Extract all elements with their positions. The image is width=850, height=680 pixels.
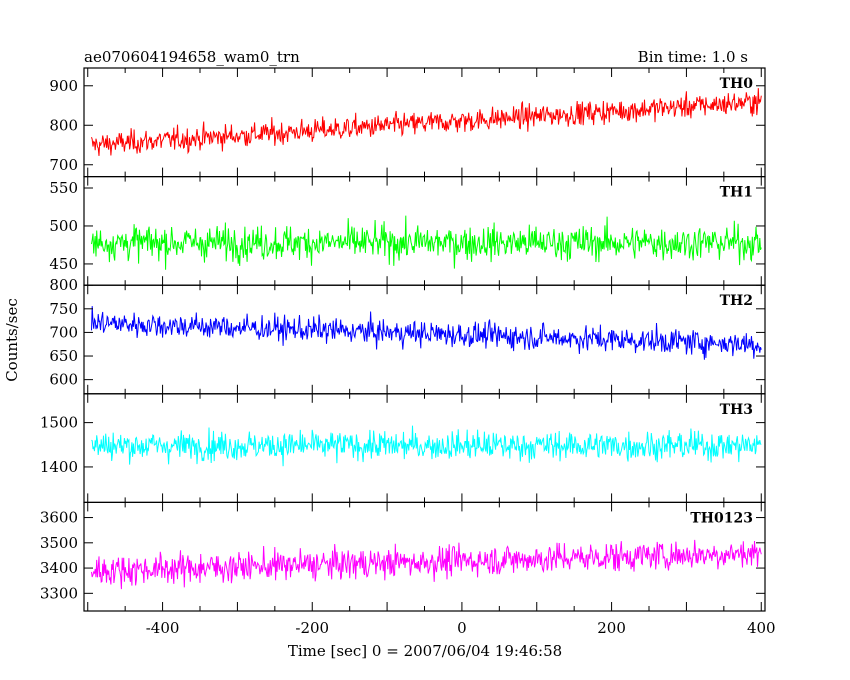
y-tick-label: 600 [49, 371, 78, 389]
y-tick-label: 750 [49, 300, 78, 318]
series-line-th3 [91, 425, 762, 467]
x-tick-labels: -400 -200 0 200 400 [146, 619, 776, 637]
y-tick-label: 3400 [40, 559, 78, 577]
panel-th3: 1400 1500 TH3 [40, 393, 766, 503]
y-tick-label: 3300 [40, 584, 78, 602]
x-tick-label: 0 [457, 619, 467, 637]
series-label-th2: TH2 [720, 293, 753, 309]
series-label-th0123: TH0123 [690, 510, 753, 526]
x-tick-label: -200 [295, 619, 329, 637]
y-tick-label: 900 [49, 77, 78, 95]
y-tick-label: 700 [49, 323, 78, 341]
panel-th2: 600 650 700 750 800 TH2 [49, 276, 766, 395]
series-label-th1: TH1 [720, 185, 753, 201]
y-tick-label: 650 [49, 347, 78, 365]
y-tick-label: 3500 [40, 534, 78, 552]
y-axis-label: Counts/sec [3, 298, 21, 382]
y-tick-label: 800 [49, 116, 78, 134]
series-line-th2 [91, 306, 762, 360]
panels-group: 700 800 900 TH0 450 500 550 TH1 600 650 700 750 800 T… [40, 67, 766, 612]
series-line-th0123 [91, 539, 762, 590]
y-tick-label: 800 [49, 276, 78, 294]
x-axis-label: Time [sec] 0 = 2007/06/04 19:46:58 [288, 642, 562, 660]
x-tick-label: 400 [747, 619, 776, 637]
y-tick-label: 500 [49, 217, 78, 235]
panel-th1: 450 500 550 TH1 [49, 176, 766, 286]
panel-th0: 700 800 900 TH0 [49, 67, 766, 178]
series-line-th0 [91, 88, 762, 156]
x-tick-label: 200 [597, 619, 626, 637]
series-label-th0: TH0 [720, 76, 754, 92]
series-label-th3: TH3 [720, 402, 753, 418]
y-tick-label: 700 [49, 156, 78, 174]
panel-frame [83, 67, 766, 178]
y-tick-label: 1400 [40, 458, 78, 476]
panel-th0123: 3300 3400 3500 3600 TH0123 [40, 501, 766, 612]
bin-time-label: Bin time: 1.0 s [638, 48, 748, 66]
x-tick-label: -400 [146, 619, 180, 637]
y-tick-label: 1500 [40, 414, 78, 432]
y-tick-label: 450 [49, 255, 78, 273]
y-tick-label: 550 [49, 179, 78, 197]
plot-title: ae070604194658_wam0_trn [84, 48, 300, 66]
series-line-th1 [91, 215, 762, 270]
y-tick-label: 3600 [40, 509, 78, 527]
